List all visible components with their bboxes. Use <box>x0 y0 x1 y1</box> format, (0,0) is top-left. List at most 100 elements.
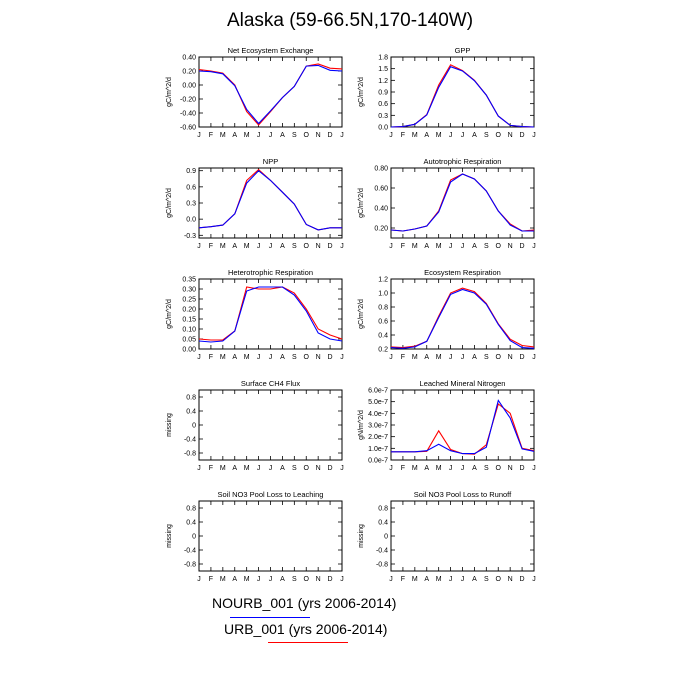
y-axis-label: gC/m^2/d <box>166 299 173 329</box>
x-tick-label: J <box>449 465 453 472</box>
chart-panel-0: Net Ecosystem Exchange gC/m^2/d 0.40 0.20 0.… <box>166 46 344 139</box>
x-tick-label: S <box>292 576 297 583</box>
x-tick-label: O <box>496 132 502 139</box>
x-tick-label: F <box>401 132 405 139</box>
x-tick-label: N <box>316 243 321 250</box>
legend-entry-urb: URB_001 (yrs 2006-2014) <box>224 621 388 637</box>
x-tick-label: O <box>304 354 310 361</box>
x-tick-label: J <box>532 354 536 361</box>
x-tick-label: J <box>461 243 465 250</box>
y-axis-label: gC/m^2/d <box>358 299 365 329</box>
y-tick-label: 0 <box>192 423 196 430</box>
x-tick-label: J <box>461 132 465 139</box>
x-tick-label: M <box>436 132 442 139</box>
x-tick-label: J <box>449 576 453 583</box>
x-tick-label: A <box>280 576 285 583</box>
x-tick-label: A <box>280 132 285 139</box>
y-tick-label: 0.0 <box>378 125 388 132</box>
x-tick-label: M <box>244 243 250 250</box>
x-tick-label: N <box>316 354 321 361</box>
y-tick-label: 0.20 <box>182 69 196 76</box>
x-tick-label: A <box>424 243 429 250</box>
y-tick-label: 0 <box>192 534 196 541</box>
y-tick-label: 0.00 <box>182 83 196 90</box>
x-tick-label: N <box>316 576 321 583</box>
plot-frame <box>198 389 343 461</box>
x-tick-label: J <box>389 243 393 250</box>
x-tick-label: N <box>508 576 513 583</box>
x-tick-label: J <box>269 354 273 361</box>
x-tick-label: F <box>209 132 213 139</box>
x-tick-label: A <box>232 576 237 583</box>
x-tick-label: J <box>389 132 393 139</box>
series-line-1 <box>391 399 535 455</box>
series-line-0 <box>390 64 535 128</box>
y-tick-label: -0.4 <box>184 548 196 555</box>
x-tick-label: J <box>449 354 453 361</box>
plot-frame <box>198 167 343 239</box>
x-tick-label: M <box>412 132 418 139</box>
x-tick-label: M <box>436 576 442 583</box>
x-tick-label: S <box>484 354 489 361</box>
panel-title: Soil NO3 Pool Loss to Runoff <box>414 490 512 499</box>
panel-title: NPP <box>263 157 278 166</box>
series-line-1 <box>390 173 534 232</box>
y-tick-label: -0.3 <box>184 233 196 240</box>
x-tick-label: J <box>257 354 261 361</box>
x-tick-label: O <box>304 243 310 250</box>
plot-frame <box>390 56 535 128</box>
series-line-1 <box>390 288 535 349</box>
y-axis-label: gC/m^2/d <box>166 188 173 218</box>
x-tick-label: A <box>424 576 429 583</box>
x-tick-label: M <box>412 243 418 250</box>
y-tick-label: 0.60 <box>374 186 388 193</box>
x-tick-label: A <box>424 465 429 472</box>
x-tick-label: J <box>257 576 261 583</box>
y-tick-label: 0.20 <box>182 307 196 314</box>
y-tick-label: -0.8 <box>184 562 196 569</box>
y-tick-label: 0.00 <box>182 347 196 354</box>
y-tick-label: -0.20 <box>180 97 196 104</box>
x-tick-label: A <box>424 354 429 361</box>
x-tick-label: D <box>520 576 525 583</box>
panel-title: Heterotrophic Respiration <box>228 268 313 277</box>
y-tick-label: 0.6 <box>378 319 388 326</box>
y-tick-label: 0.4 <box>378 333 388 340</box>
x-tick-label: D <box>328 243 333 250</box>
x-tick-label: O <box>304 132 310 139</box>
panel-title: Surface CH4 Flux <box>241 379 300 388</box>
series-line-1 <box>198 286 343 343</box>
x-tick-label: N <box>508 132 513 139</box>
x-tick-label: A <box>424 132 429 139</box>
chart-panel-9: Soil NO3 Pool Loss to Runoff missing 0.8 0.… <box>358 490 536 583</box>
x-tick-label: J <box>197 243 201 250</box>
y-tick-label: 0.3 <box>378 113 388 120</box>
figure-title: Alaska (59-66.5N,170-140W) <box>226 10 474 31</box>
legend-entry-nourb: NOURB_001 (yrs 2006-2014) <box>212 595 397 611</box>
y-tick-label: 0.05 <box>182 337 196 344</box>
y-tick-label: 3.0e-7 <box>368 423 388 430</box>
y-tick-label: 0.8 <box>378 305 388 312</box>
y-tick-label: 1.0e-7 <box>368 446 388 453</box>
x-tick-label: A <box>232 243 237 250</box>
x-tick-label: J <box>389 465 393 472</box>
x-tick-label: D <box>328 576 333 583</box>
x-tick-label: M <box>220 576 226 583</box>
x-tick-label: S <box>292 354 297 361</box>
x-tick-label: J <box>532 243 536 250</box>
y-tick-label: 0.9 <box>186 168 196 175</box>
x-tick-label: S <box>484 132 489 139</box>
x-tick-label: J <box>449 132 453 139</box>
y-tick-label: 0.30 <box>182 287 196 294</box>
y-tick-label: -0.4 <box>184 437 196 444</box>
x-tick-label: J <box>197 132 201 139</box>
x-tick-label: S <box>292 243 297 250</box>
y-tick-label: 0 <box>384 534 388 541</box>
y-tick-label: 0.10 <box>182 327 196 334</box>
x-tick-label: M <box>436 465 442 472</box>
x-tick-label: M <box>244 465 250 472</box>
y-tick-label: 0.35 <box>182 277 196 284</box>
plot-frame <box>198 500 343 572</box>
x-tick-label: A <box>472 132 477 139</box>
